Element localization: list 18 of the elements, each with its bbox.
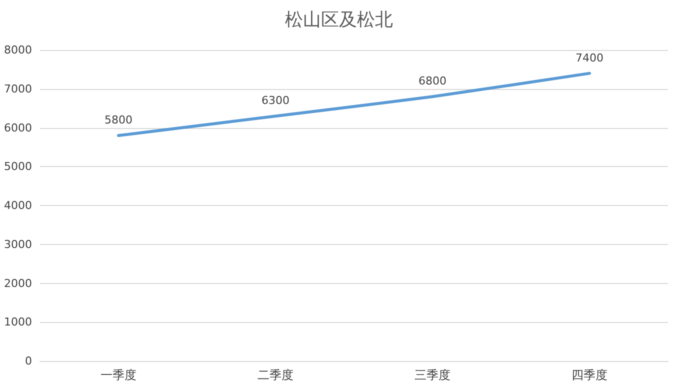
data-label: 6300	[262, 94, 290, 108]
x-tick-label: 二季度	[258, 368, 294, 382]
y-tick-label: 4000	[4, 199, 32, 212]
y-tick-label: 5000	[4, 160, 32, 174]
y-tick-label: 2000	[4, 276, 32, 290]
y-tick-label: 1000	[4, 316, 32, 329]
chart-title: 松山区及松北	[285, 10, 393, 30]
y-tick-label: 8000	[4, 44, 32, 56]
data-label: 5800	[104, 114, 132, 127]
y-tick-label: 7000	[4, 82, 32, 96]
x-tick-label: 三季度	[414, 368, 450, 382]
x-tick-label: 四季度	[572, 368, 608, 382]
data-label: 6800	[418, 74, 446, 88]
y-tick-label: 3000	[4, 238, 32, 251]
data-label: 7400	[576, 51, 604, 64]
y-tick-label: 0	[25, 354, 32, 368]
y-tick-label: 6000	[4, 121, 32, 134]
x-tick-label: 一季度	[100, 368, 136, 382]
